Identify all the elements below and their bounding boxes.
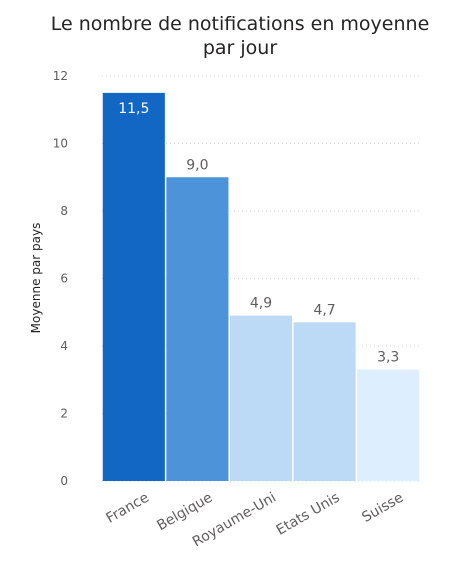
- x-category-label: Etats Unis: [274, 490, 343, 539]
- y-tick-label: 2: [60, 407, 68, 421]
- y-axis-title: Moyenne par pays: [29, 223, 43, 334]
- y-tick-label: 0: [60, 474, 68, 488]
- chart-title-line-1: Le nombre de notifications en moyenne: [50, 13, 430, 35]
- x-category-label: Suisse: [359, 490, 406, 526]
- chart-title: Le nombre de notifications en moyenne pa…: [20, 12, 460, 60]
- y-tick-label: 6: [60, 272, 68, 286]
- data-label: 9,0: [186, 157, 208, 173]
- data-label: 11,5: [118, 101, 149, 117]
- bars: [102, 92, 420, 481]
- y-tick-label: 12: [53, 69, 68, 83]
- y-tick-label: 4: [60, 339, 68, 353]
- bar-royaume-uni[interactable]: [229, 315, 293, 481]
- bar-suisse[interactable]: [357, 369, 420, 481]
- data-label: 3,3: [377, 350, 399, 366]
- data-labels: 11,5 9,0 4,9 4,7 3,3: [118, 101, 399, 366]
- y-axis-ticks: 0 2 4 6 8 10 12: [53, 69, 68, 488]
- chart-title-line-2: par jour: [202, 37, 278, 59]
- bar-etats-unis[interactable]: [293, 322, 356, 481]
- bar-france[interactable]: [102, 92, 165, 481]
- y-tick-label: 10: [53, 137, 68, 151]
- y-tick-label: 8: [60, 204, 68, 218]
- data-label: 4,7: [313, 302, 335, 318]
- data-label: 4,9: [250, 296, 272, 312]
- bar-belgique[interactable]: [166, 177, 229, 481]
- x-category-label: France: [103, 490, 151, 527]
